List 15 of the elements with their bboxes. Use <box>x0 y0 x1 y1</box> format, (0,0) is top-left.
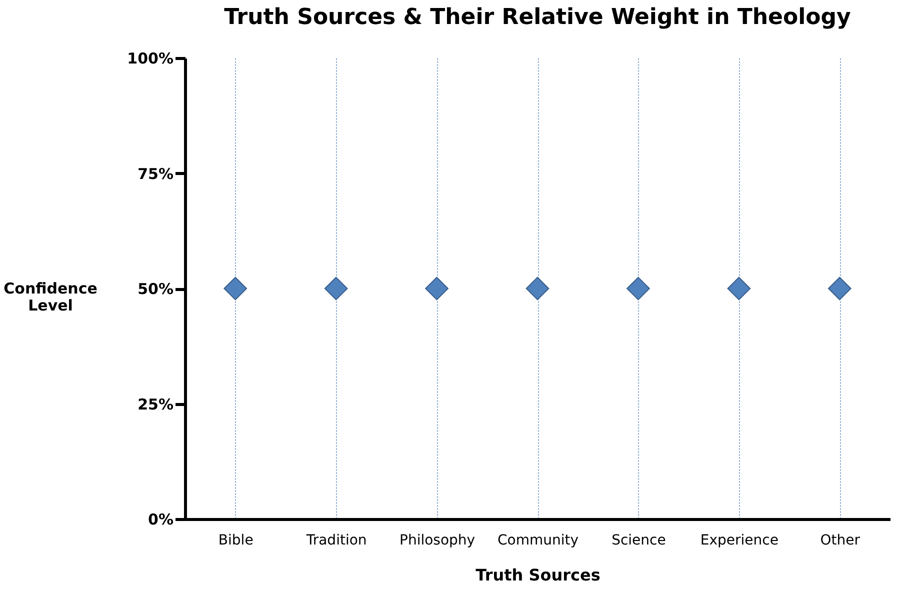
y-tick-label: 75% <box>138 164 174 183</box>
x-tick-label: Other <box>820 532 860 548</box>
x-tick-label: Community <box>497 532 579 548</box>
x-tick-label: Experience <box>700 532 778 548</box>
y-tick-label: 50% <box>138 280 174 298</box>
y-axis-title: Confidence Level <box>4 280 98 314</box>
x-tick-label: Bible <box>218 532 254 548</box>
x-tick-label: Philosophy <box>399 532 476 548</box>
y-tick-label: 25% <box>138 395 174 414</box>
x-tick-label: Tradition <box>305 532 367 548</box>
x-tick-label: Science <box>612 532 666 548</box>
x-axis-title: Truth Sources <box>476 566 600 584</box>
chart-title: Truth Sources & Their Relative Weight in Theology <box>224 5 851 30</box>
y-tick-label: 0% <box>148 510 174 528</box>
y-tick-label: 100% <box>127 50 174 68</box>
